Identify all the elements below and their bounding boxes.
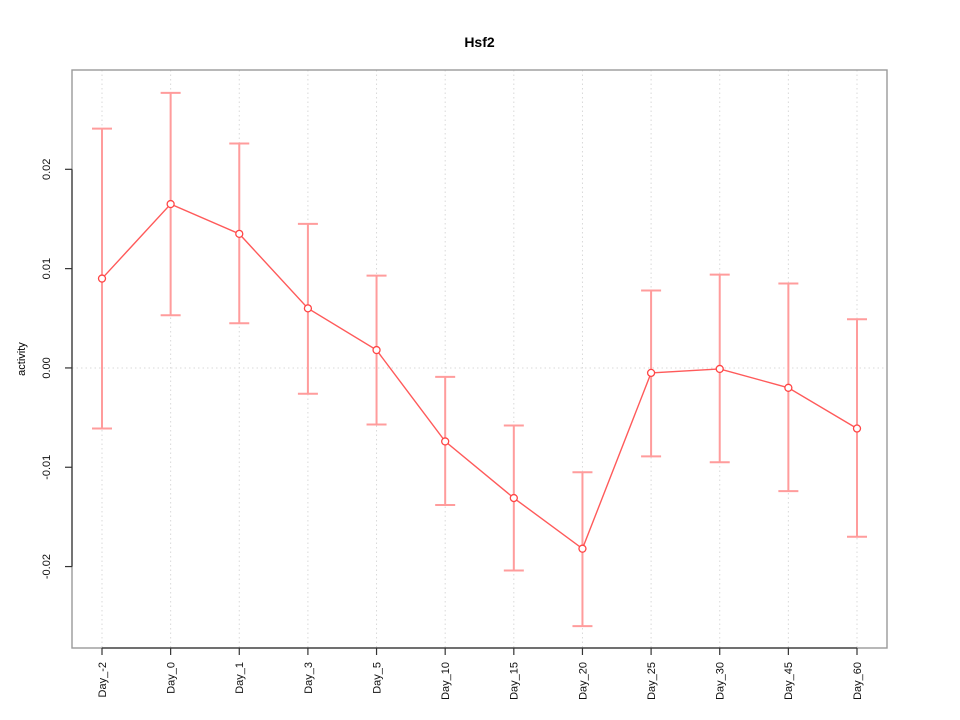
plot-box	[71, 69, 888, 649]
x-tick-label: Day_-2	[97, 662, 109, 697]
x-tick-label: Day_5	[371, 662, 383, 694]
data-point-marker	[303, 304, 313, 313]
data-point-marker	[166, 199, 175, 209]
data-point-marker	[715, 364, 724, 374]
data-point-marker	[509, 493, 518, 503]
x-tick-label: Day_0	[165, 662, 177, 694]
data-point-marker	[372, 345, 381, 355]
data-point-marker	[97, 274, 107, 283]
x-tick-label: Day_10	[440, 662, 452, 700]
x-tick-label: Day_3	[303, 662, 315, 694]
x-tick-label: Day_30	[715, 662, 727, 700]
y-tick-label: -0.02	[41, 554, 53, 579]
x-tick-label: Day_45	[783, 662, 795, 700]
x-tick-label: Day_25	[646, 662, 658, 700]
y-tick-label: -0.01	[41, 455, 53, 480]
y-tick-label: 0.00	[41, 357, 53, 378]
data-point-marker	[852, 424, 862, 433]
x-tick-label: Day_60	[852, 662, 864, 700]
y-tick-label: 0.01	[41, 258, 53, 279]
x-tick-label: Day_1	[234, 662, 246, 694]
x-tick-label: Day_20	[577, 662, 589, 700]
x-tick-label: Day_15	[509, 662, 521, 700]
data-point-marker	[441, 437, 450, 446]
data-point-marker	[784, 383, 793, 392]
chart-title: Hsf2	[464, 34, 495, 50]
data-point-marker	[646, 368, 656, 378]
data-point-marker	[235, 229, 244, 239]
series-line	[101, 203, 858, 550]
y-tick-label: 0.02	[41, 159, 53, 180]
data-point-marker	[578, 544, 587, 553]
